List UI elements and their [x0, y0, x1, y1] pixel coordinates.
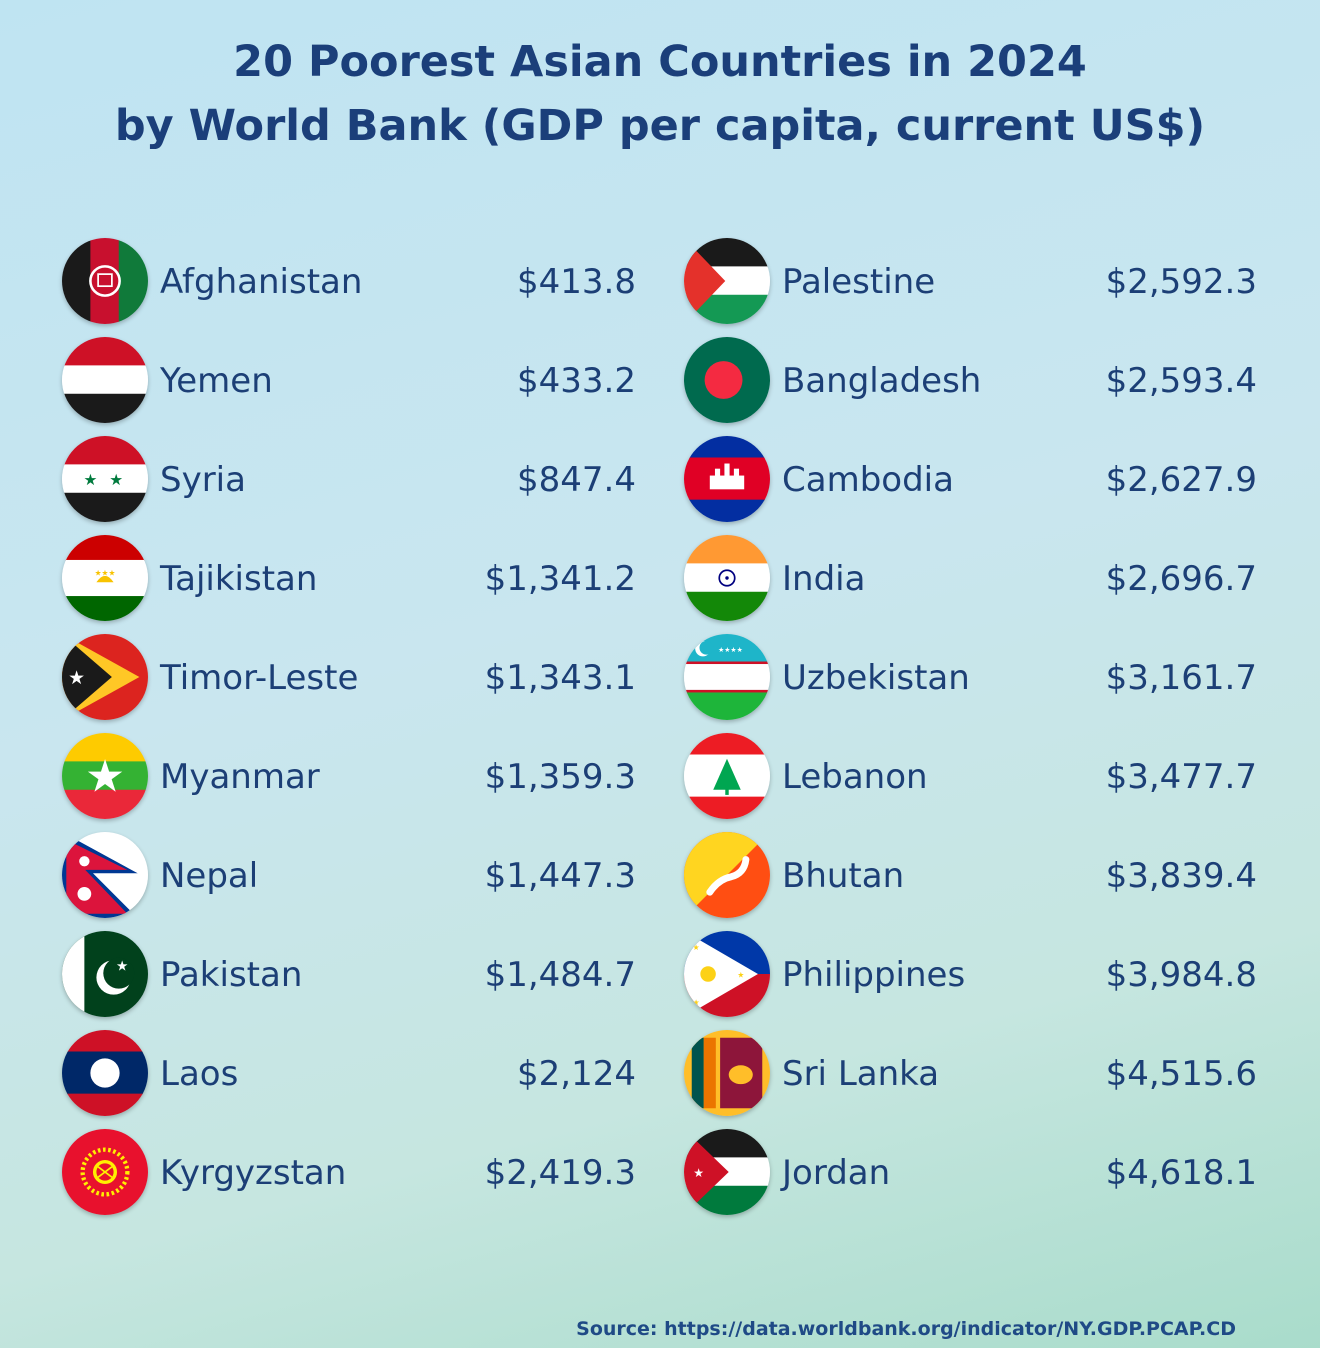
list-item: ★★★ Tajikistan $1,341.2	[60, 529, 636, 628]
palestine-flag-icon	[684, 238, 770, 324]
gdp-value: $3,984.8	[1105, 955, 1257, 995]
uzbekistan-flag-icon: ★★★★	[684, 634, 770, 720]
gdp-value: $1,484.7	[484, 955, 636, 995]
country-name: Uzbekistan	[782, 658, 970, 698]
gdp-value: $1,447.3	[484, 856, 636, 896]
gdp-value: $4,515.6	[1105, 1054, 1257, 1094]
list-item: ★ Myanmar $1,359.3	[60, 727, 636, 826]
country-name: India	[782, 559, 866, 599]
yemen-flag-icon	[62, 337, 148, 423]
svg-text:★: ★	[83, 471, 97, 489]
list-item: ★ Timor-Leste $1,343.1	[60, 628, 636, 727]
list-item: ★ Pakistan $1,484.7	[60, 925, 636, 1024]
country-name: Pakistan	[160, 955, 303, 995]
list-item: Cambodia $2,627.9	[682, 430, 1257, 529]
kyrgyzstan-flag-icon	[62, 1129, 148, 1215]
timor-leste-flag-icon: ★	[62, 634, 148, 720]
country-name: Syria	[160, 460, 246, 500]
list-item: Yemen $433.2	[60, 331, 636, 430]
page-title: 20 Poorest Asian Countries in 2024 by Wo…	[0, 30, 1320, 158]
gdp-value: $2,124	[517, 1054, 636, 1094]
gdp-value: $2,696.7	[1105, 559, 1257, 599]
left-country-list: Afghanistan $413.8 Yemen $433.2 ★ ★ Syria $84…	[60, 232, 636, 1222]
country-name: Laos	[160, 1054, 239, 1094]
myanmar-flag-icon: ★	[62, 733, 148, 819]
list-item: Kyrgyzstan $2,419.3	[60, 1123, 636, 1222]
country-name: Myanmar	[160, 757, 320, 797]
country-name: Philippines	[782, 955, 966, 995]
svg-text:★: ★	[693, 998, 700, 1007]
list-item: ★ Jordan $4,618.1	[682, 1123, 1257, 1222]
nepal-flag-icon	[62, 832, 148, 918]
gdp-value: $413.8	[517, 262, 636, 302]
country-name: Afghanistan	[160, 262, 363, 302]
country-name: Tajikistan	[160, 559, 318, 599]
list-item: ★★★★ Uzbekistan $3,161.7	[682, 628, 1257, 727]
list-item: Afghanistan $413.8	[60, 232, 636, 331]
tajikistan-flag-icon: ★★★	[62, 535, 148, 621]
laos-flag-icon	[62, 1030, 148, 1116]
list-item: Laos $2,124	[60, 1024, 636, 1123]
gdp-value: $2,592.3	[1105, 262, 1257, 302]
list-item: Bangladesh $2,593.4	[682, 331, 1257, 430]
svg-text:★: ★	[737, 970, 744, 979]
country-name: Jordan	[782, 1153, 891, 1193]
country-name: Timor-Leste	[160, 658, 359, 698]
bangladesh-flag-icon	[684, 337, 770, 423]
svg-text:★★★★: ★★★★	[718, 646, 743, 654]
title-line-2: by World Bank (GDP per capita, current U…	[114, 101, 1206, 151]
sri-lanka-flag-icon	[684, 1030, 770, 1116]
svg-text:★: ★	[109, 471, 123, 489]
gdp-value: $3,477.7	[1105, 757, 1257, 797]
list-item: Lebanon $3,477.7	[682, 727, 1257, 826]
svg-text:★: ★	[116, 959, 128, 975]
svg-text:★: ★	[693, 1166, 704, 1180]
list-item: Bhutan $3,839.4	[682, 826, 1257, 925]
country-name: Nepal	[160, 856, 259, 896]
gdp-value: $847.4	[517, 460, 636, 500]
svg-text:★: ★	[693, 943, 700, 952]
pakistan-flag-icon: ★	[62, 931, 148, 1017]
country-name: Kyrgyzstan	[160, 1153, 347, 1193]
svg-text:★: ★	[68, 667, 85, 689]
country-name: Lebanon	[782, 757, 928, 797]
gdp-value: $1,341.2	[484, 559, 636, 599]
afghanistan-flag-icon	[62, 238, 148, 324]
title-line-1: 20 Poorest Asian Countries in 2024	[233, 37, 1087, 87]
gdp-value: $2,593.4	[1105, 361, 1257, 401]
bhutan-flag-icon	[684, 832, 770, 918]
list-item: ★ ★ ★ Philippines $3,984.8	[682, 925, 1257, 1024]
svg-text:★★★: ★★★	[95, 568, 116, 577]
gdp-value: $3,161.7	[1105, 658, 1257, 698]
country-name: Bhutan	[782, 856, 905, 896]
country-name: Palestine	[782, 262, 936, 302]
jordan-flag-icon: ★	[684, 1129, 770, 1215]
list-item: Palestine $2,592.3	[682, 232, 1257, 331]
gdp-value: $2,419.3	[484, 1153, 636, 1193]
gdp-value: $3,839.4	[1105, 856, 1257, 896]
list-item: Sri Lanka $4,515.6	[682, 1024, 1257, 1123]
gdp-value: $2,627.9	[1105, 460, 1257, 500]
country-name: Cambodia	[782, 460, 954, 500]
list-item: India $2,696.7	[682, 529, 1257, 628]
philippines-flag-icon: ★ ★ ★	[684, 931, 770, 1017]
country-name: Sri Lanka	[782, 1054, 940, 1094]
svg-text:★: ★	[85, 749, 125, 802]
cambodia-flag-icon	[684, 436, 770, 522]
right-country-list: Palestine $2,592.3 Bangladesh $2,593.4 Cam…	[682, 232, 1257, 1222]
syria-flag-icon: ★ ★	[62, 436, 148, 522]
lebanon-flag-icon	[684, 733, 770, 819]
list-item: ★ ★ Syria $847.4	[60, 430, 636, 529]
gdp-value: $1,359.3	[484, 757, 636, 797]
country-name: Bangladesh	[782, 361, 982, 401]
gdp-value: $1,343.1	[484, 658, 636, 698]
gdp-value: $4,618.1	[1105, 1153, 1257, 1193]
source-note: Source: https://data.worldbank.org/indic…	[576, 1318, 1236, 1340]
list-item: Nepal $1,447.3	[60, 826, 636, 925]
country-name: Yemen	[160, 361, 273, 401]
india-flag-icon	[684, 535, 770, 621]
gdp-value: $433.2	[517, 361, 636, 401]
